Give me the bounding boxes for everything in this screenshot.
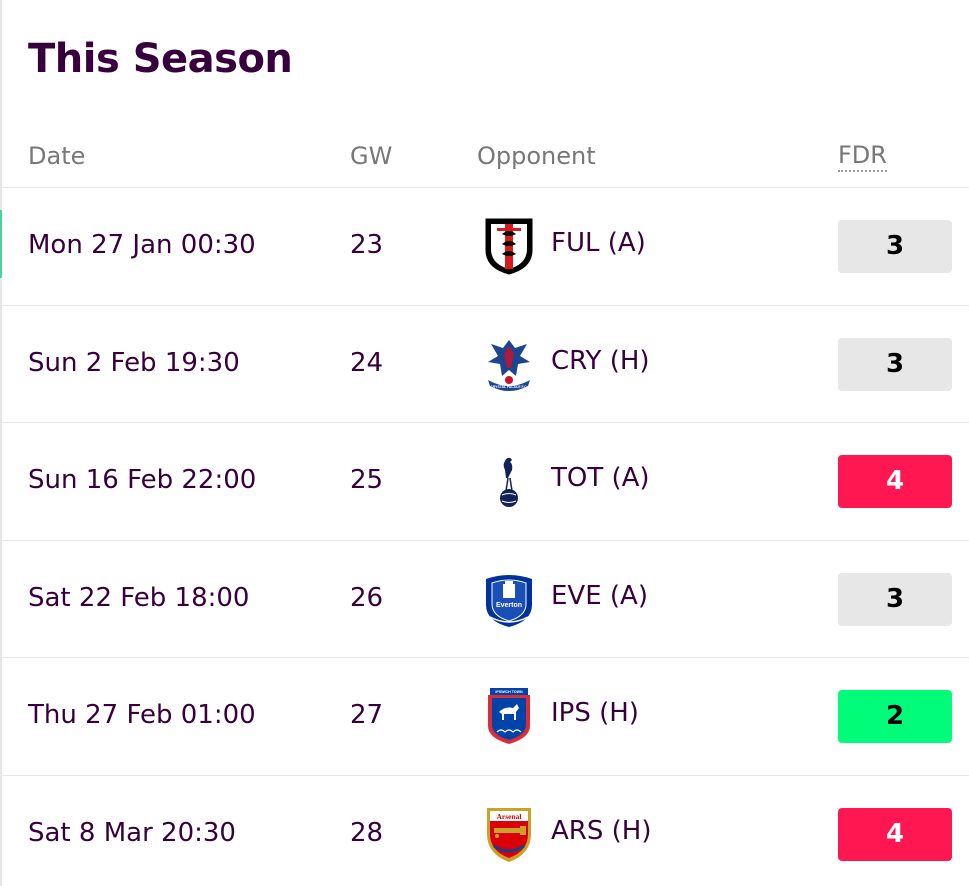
fixture-row: Sat 22 Feb 18:00 26 Everton EVE (A) 3 (0, 541, 969, 658)
left-accent-bar (0, 210, 2, 278)
fdr-badge: 4 (838, 807, 952, 861)
fixture-row: Mon 27 Jan 00:30 23 FUL (A) 3 (0, 188, 969, 306)
fdr-badge: 3 (838, 337, 952, 391)
fixture-opponent: TOT (A) (551, 463, 650, 493)
fixture-gameweek: 23 (350, 230, 384, 260)
fixtures-table-header: Date GW Opponent FDR (0, 130, 969, 188)
fixture-opponent: EVE (A) (551, 580, 648, 611)
everton-crest-icon: Everton (482, 569, 536, 629)
fixture-row: Sun 16 Feb 22:00 25 TOT (A) 4 (0, 423, 969, 541)
fixture-gameweek: 25 (350, 465, 384, 495)
fixture-row: Thu 27 Feb 01:00 27 IPSWICH TOWN IPS (H)… (0, 658, 969, 776)
fixture-row: Sun 2 Feb 19:30 24 CRYSTAL PALACE F.C. C… (0, 306, 969, 423)
fixtures-table-body: Mon 27 Jan 00:30 23 FUL (A) 3 Sun 2 Feb … (0, 188, 969, 886)
fixture-date: Sun 16 Feb 22:00 (28, 465, 257, 495)
crest-wordmark: IPSWICH TOWN (495, 690, 523, 694)
fixture-gameweek: 24 (350, 347, 384, 378)
fixture-gameweek: 26 (350, 582, 384, 613)
fixture-opponent: FUL (A) (551, 228, 646, 258)
fixture-date: Mon 27 Jan 00:30 (28, 230, 256, 260)
fixture-opponent: CRY (H) (551, 345, 650, 376)
fixture-date: Sat 8 Mar 20:30 (28, 817, 236, 848)
fixture-gameweek: 28 (350, 817, 384, 848)
column-header-opponent: Opponent (477, 142, 596, 170)
fdr-badge: 3 (838, 220, 952, 273)
ipswich-crest-icon: IPSWICH TOWN (482, 686, 536, 746)
fdr-badge: 4 (838, 455, 952, 508)
column-header-date: Date (28, 142, 86, 170)
crest-wordmark: CRYSTAL PALACE F.C. (490, 385, 527, 389)
fixture-date: Sat 22 Feb 18:00 (28, 582, 250, 613)
crest-wordmark: Arsenal (497, 812, 522, 821)
fixture-date: Thu 27 Feb 01:00 (28, 700, 256, 730)
fdr-badge: 3 (838, 572, 952, 626)
arsenal-crest-icon: Arsenal (482, 804, 536, 864)
page-title: This Season (28, 36, 293, 82)
column-header-fdr[interactable]: FDR (838, 141, 887, 172)
column-header-gameweek: GW (350, 142, 393, 170)
fixture-date: Sun 2 Feb 19:30 (28, 347, 240, 378)
fixture-gameweek: 27 (350, 700, 384, 730)
left-border (0, 0, 2, 886)
fixture-row: Sat 8 Mar 20:30 28 Arsenal ARS (H) 4 (0, 776, 969, 886)
crystal-palace-crest-icon: CRYSTAL PALACE F.C. (482, 334, 536, 394)
fulham-crest-icon (482, 216, 536, 276)
fixture-opponent: ARS (H) (551, 815, 652, 846)
fixture-opponent: IPS (H) (551, 698, 639, 728)
crest-wordmark: Everton (496, 602, 522, 609)
tottenham-crest-icon (482, 451, 536, 511)
fdr-badge: 2 (838, 690, 952, 743)
